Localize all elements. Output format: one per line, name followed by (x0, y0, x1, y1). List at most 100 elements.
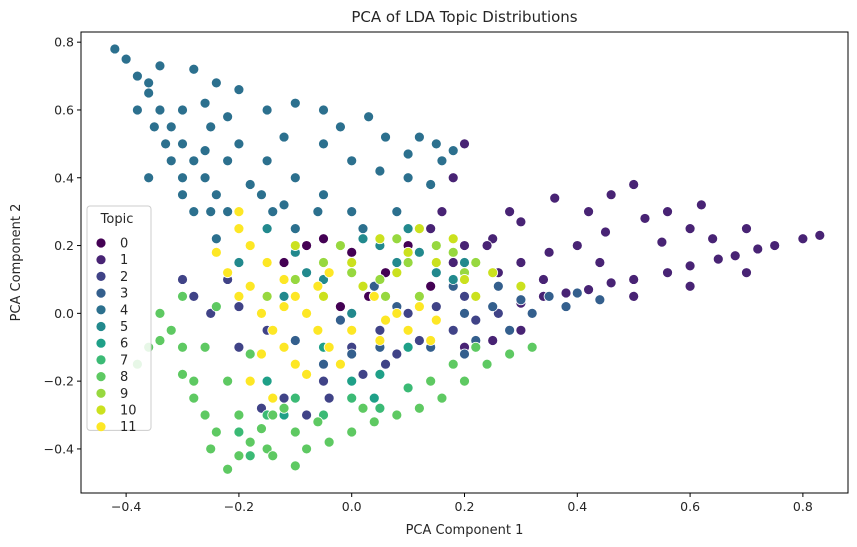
point-topic-3 (492, 280, 504, 292)
legend-entry: 4 (120, 303, 128, 318)
point-topic-1 (515, 216, 527, 228)
legend-marker (96, 422, 106, 432)
point-topic-4 (165, 121, 177, 133)
point-topic-5 (278, 290, 290, 302)
point-topic-1 (752, 243, 764, 255)
point-topic-10 (357, 280, 369, 292)
point-topic-11 (278, 341, 290, 353)
point-topic-4 (205, 206, 217, 218)
point-topic-8 (154, 335, 166, 346)
point-topic-2 (459, 290, 470, 302)
point-topic-7 (346, 392, 358, 404)
point-topic-11 (244, 375, 256, 387)
point-topic-1 (707, 233, 719, 245)
point-topic-6 (402, 341, 414, 353)
y-axis-ticks: −0.4 −0.2 0.0 0.2 0.4 0.6 0.8 (44, 35, 81, 456)
point-topic-11 (430, 314, 442, 326)
legend-entry: 1 (120, 253, 128, 268)
y-tick-label: 0.0 (54, 306, 74, 321)
point-topic-1 (447, 172, 459, 184)
point-topic-1 (684, 223, 696, 235)
point-topic-11 (312, 280, 324, 292)
point-topic-4 (188, 63, 200, 75)
point-topic-4 (148, 121, 160, 133)
point-topic-1 (504, 206, 516, 218)
point-topic-4 (363, 111, 375, 123)
point-topic-8 (413, 402, 425, 414)
point-topic-10 (430, 257, 442, 268)
point-topic-11 (210, 246, 222, 258)
point-topic-1 (797, 233, 809, 245)
point-topic-8 (436, 392, 448, 404)
point-topic-2 (470, 314, 482, 326)
point-topic-0 (278, 257, 290, 268)
point-topic-11 (425, 335, 437, 346)
point-topic-2 (177, 274, 188, 285)
point-topic-4 (289, 223, 301, 235)
point-topic-4 (267, 206, 279, 218)
point-topic-8 (391, 409, 403, 421)
point-topic-11 (380, 314, 391, 326)
point-topic-4 (357, 223, 369, 235)
point-topic-4 (210, 189, 222, 201)
point-topic-0 (335, 301, 346, 312)
point-topic-4 (318, 138, 329, 150)
point-topic-6 (346, 375, 358, 387)
point-topic-4 (380, 131, 391, 143)
y-axis-label: PCA Component 2 (9, 204, 24, 322)
point-topic-10 (318, 290, 329, 302)
point-topic-11 (256, 307, 267, 319)
point-topic-8 (188, 375, 200, 387)
point-topic-11 (346, 324, 358, 336)
point-topic-2 (233, 301, 245, 312)
point-topic-5 (301, 267, 312, 279)
point-topic-8 (210, 426, 222, 438)
point-topic-3 (487, 301, 499, 312)
point-topic-8 (199, 341, 211, 353)
x-axis-label: PCA Component 1 (406, 523, 524, 538)
point-topic-4 (154, 104, 166, 116)
legend-entry: 6 (120, 337, 128, 352)
legend-entry: 5 (120, 320, 128, 335)
point-topic-11 (267, 392, 279, 404)
point-topic-10 (413, 223, 425, 235)
point-topic-4 (210, 77, 222, 89)
point-topic-4 (289, 97, 301, 109)
point-topic-8 (154, 307, 166, 319)
legend-marker (96, 238, 106, 248)
point-topic-4 (335, 121, 346, 133)
point-topic-2 (413, 335, 425, 346)
point-topic-4 (261, 155, 273, 167)
legend-marker (96, 372, 106, 382)
point-topic-10 (402, 246, 414, 258)
chart-title: PCA of LDA Topic Distributions (351, 8, 577, 26)
point-topic-2 (374, 324, 386, 336)
point-topic-11 (323, 341, 335, 353)
point-topic-7 (402, 382, 414, 394)
x-tick-label: 0.0 (342, 499, 362, 514)
point-topic-1 (628, 290, 640, 302)
point-topic-4 (131, 104, 143, 116)
point-topic-1 (583, 206, 594, 218)
point-topic-1 (814, 229, 826, 241)
point-topic-1 (639, 213, 651, 224)
point-topic-9 (430, 240, 442, 251)
point-topic-8 (177, 368, 188, 380)
point-topic-2 (278, 392, 290, 404)
point-topic-9 (318, 257, 329, 268)
point-topic-4 (430, 138, 442, 150)
point-topic-4 (177, 172, 188, 184)
point-topic-1 (769, 240, 781, 251)
point-topic-1 (628, 274, 640, 285)
point-topic-11 (222, 267, 234, 279)
point-topic-8 (447, 358, 459, 370)
point-topic-11 (267, 324, 279, 336)
point-topic-10 (374, 233, 386, 245)
point-topic-8 (267, 409, 279, 421)
point-topic-8 (177, 290, 188, 302)
point-topic-4 (244, 179, 256, 190)
point-topic-0 (318, 233, 329, 245)
point-topic-5 (261, 223, 273, 235)
